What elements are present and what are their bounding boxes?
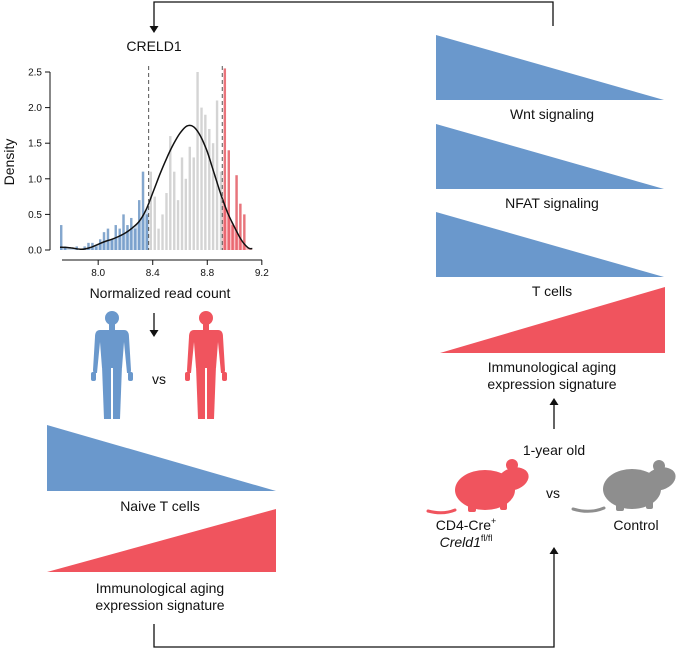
arrowheads — [149, 26, 559, 554]
histogram-bar — [153, 196, 156, 250]
histogram-bar — [176, 200, 180, 250]
y-tick-label: 2.5 — [28, 68, 42, 79]
high-area — [222, 198, 253, 250]
flow-arrows — [153, 1, 555, 648]
human-vs-label: vs — [152, 371, 166, 387]
wnt-label: Wnt signaling — [510, 106, 594, 122]
bottom-arrowhead — [549, 547, 559, 554]
control-label: Control — [613, 517, 658, 533]
low-group-bar — [122, 214, 125, 250]
y-ticks: 0.0 0.5 1.0 1.5 2.0 2.5 — [28, 68, 50, 257]
y-tick-label: 0.0 — [28, 246, 42, 257]
mouse-aging-triangle — [440, 287, 665, 353]
x-tick-label: 9.2 — [255, 268, 269, 279]
histogram-bars — [60, 68, 246, 250]
human-aging-triangle — [47, 509, 276, 572]
low-area — [60, 203, 149, 250]
x-ticks: 8.0 8.4 8.8 9.2 — [91, 260, 269, 279]
mouse-aging-label-line2: expression signature — [487, 376, 616, 392]
high-group-bar — [235, 175, 238, 250]
histogram-bar — [204, 114, 207, 250]
top-arrowhead — [149, 26, 159, 33]
density-curve — [59, 124, 253, 251]
histogram-bar — [157, 228, 160, 250]
human-high-figure — [185, 311, 227, 419]
naive-tcells-label: Naive T cells — [120, 498, 200, 514]
y-tick-label: 1.5 — [28, 139, 42, 150]
high-group-bar — [227, 150, 230, 250]
low-group-bar — [118, 228, 121, 250]
ko-label-line1: CD4-Cre+ — [436, 516, 497, 533]
nfat-label: NFAT signaling — [505, 195, 599, 211]
high-group-bar — [231, 225, 234, 250]
low-group-bar — [141, 171, 145, 250]
up-arrowhead — [549, 398, 559, 405]
low-group-bar — [126, 225, 129, 250]
low-group-bar — [63, 246, 67, 250]
age-label: 1-year old — [523, 442, 585, 458]
histogram-bar — [200, 107, 203, 250]
histogram-bar — [180, 157, 184, 250]
x-tick-label: 8.4 — [146, 268, 160, 279]
high-group-bar — [239, 203, 242, 250]
y-tick-label: 1.0 — [28, 174, 42, 185]
histogram-bar — [149, 171, 152, 250]
histogram-bar — [196, 72, 199, 250]
low-group-bar — [134, 228, 137, 250]
low-group-bar — [87, 242, 90, 250]
high-group-bar — [243, 214, 246, 250]
low-group-bar — [110, 239, 114, 250]
high-expression-bars — [223, 68, 246, 250]
y-axis-label: Density — [1, 139, 17, 186]
top-loop-line — [153, 1, 554, 28]
low-group-bar — [130, 217, 133, 250]
histogram-bar — [208, 128, 211, 250]
low-group-bar — [138, 200, 141, 250]
histogram-bar — [211, 143, 215, 250]
low-group-bar — [99, 239, 102, 250]
histogram-bar — [219, 171, 223, 250]
human-aging-label-line1: Immunological aging — [96, 580, 224, 596]
histogram-bar — [165, 193, 168, 250]
ko-mouse-icon — [426, 459, 529, 515]
bottom-loop-line — [153, 554, 555, 648]
histogram-bar — [169, 136, 172, 250]
x-axis-label: Normalized read count — [90, 285, 231, 301]
x-tick-label: 8.8 — [200, 268, 214, 279]
tcells-triangle — [436, 212, 664, 277]
low-group-bar — [60, 225, 63, 250]
low-density-fill — [60, 203, 149, 250]
human-low-figure — [91, 311, 133, 419]
histogram-panel: CRELD1 0.0 0.5 1.0 1.5 2.0 2.5 8.0 8.4 8.8 9.2 N… — [1, 38, 269, 301]
nfat-triangle — [436, 124, 664, 189]
high-group-bar — [223, 68, 227, 250]
control-mouse-icon — [571, 460, 676, 513]
histogram-bar — [173, 171, 176, 250]
down-arrowhead — [149, 330, 159, 337]
histogram-bar — [188, 146, 191, 250]
low-group-bar — [145, 214, 149, 250]
ko-label-line2: Creld1fl/fl — [440, 533, 493, 550]
naive-tcells-triangle — [47, 425, 276, 491]
mouse-aging-label-line1: Immunological aging — [488, 359, 616, 375]
low-group-bar — [106, 228, 110, 250]
high-density-fill — [222, 198, 253, 250]
histogram-bar — [192, 157, 195, 250]
low-group-bar — [95, 246, 98, 250]
histogram-title: CRELD1 — [126, 38, 181, 54]
histogram-bar — [184, 178, 188, 250]
tcells-label: T cells — [532, 283, 572, 299]
y-tick-label: 2.0 — [28, 103, 42, 114]
wnt-triangle — [436, 35, 664, 100]
histogram-bar — [161, 214, 164, 250]
human-aging-label-line2: expression signature — [95, 597, 224, 613]
histogram-bar — [215, 100, 219, 250]
y-tick-label: 0.5 — [28, 210, 42, 221]
mouse-vs-label: vs — [546, 485, 560, 501]
x-tick-label: 8.0 — [91, 268, 105, 279]
